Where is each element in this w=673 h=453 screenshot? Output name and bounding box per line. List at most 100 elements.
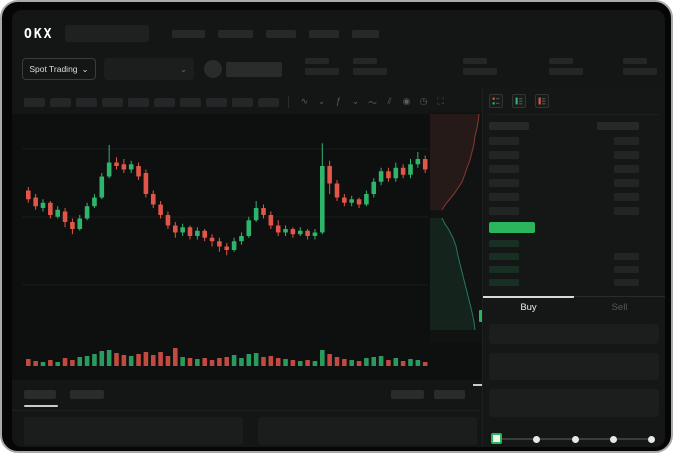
pair-name-placeholder: [226, 62, 282, 77]
chart-canvas[interactable]: [22, 114, 428, 380]
chevron-down-icon[interactable]: ⌄: [351, 95, 360, 106]
ask-amount: [614, 193, 639, 201]
ask-price: [489, 193, 519, 201]
ask-amount: [614, 179, 639, 187]
market-subheader: Spot Trading ⌄ ⌄: [12, 54, 657, 90]
pair-dropdown[interactable]: ⌄: [104, 58, 194, 80]
timeframe-button[interactable]: [180, 97, 201, 107]
bid-rows[interactable]: [489, 240, 639, 286]
okx-logo: OKX: [24, 27, 54, 42]
last-price-badge[interactable]: [489, 222, 535, 233]
ask-amount: [614, 137, 639, 145]
bid-price: [489, 253, 519, 260]
last-price-marker: [479, 310, 484, 322]
nav-item[interactable]: [266, 30, 296, 38]
chart-tool-icons: ∿ ⌄ ƒ ⌄ 〜 ⫽ ◉ ◷ ⛶: [296, 96, 449, 109]
history-icon[interactable]: ◷: [419, 95, 428, 106]
ask-row[interactable]: [489, 207, 639, 215]
timeframe-button[interactable]: [128, 97, 149, 107]
timeframe-button[interactable]: [206, 97, 227, 107]
timeframe-buttons: [12, 97, 279, 107]
book-asks-only-icon[interactable]: [535, 94, 549, 108]
timeframe-button[interactable]: [24, 97, 45, 107]
nav-item[interactable]: [352, 30, 379, 38]
buy-sell-tabs: Buy Sell: [483, 296, 665, 318]
ask-row[interactable]: [489, 137, 639, 145]
amount-input[interactable]: [489, 353, 659, 380]
orderbook-column-headers: [489, 122, 639, 130]
amount-column-header: [597, 122, 639, 130]
trendline-icon[interactable]: 〜: [367, 97, 377, 108]
app-window: OKX Spot Trading ⌄ ⌄ ∿ ⌄ ƒ ⌄ 〜 ⫽ ◉ ◷ ⛶: [12, 10, 665, 447]
compare-icon[interactable]: ⫽: [387, 95, 392, 106]
timeframe-button[interactable]: [50, 97, 71, 107]
ask-price: [489, 151, 519, 159]
price-tick: [473, 384, 484, 386]
nav-item[interactable]: [309, 30, 339, 38]
bid-row[interactable]: [489, 266, 639, 273]
candlestick-chart[interactable]: [12, 112, 484, 386]
orders-panel-placeholder: [258, 417, 477, 445]
depth-canvas: [430, 113, 480, 331]
top-nav-items: [172, 30, 379, 38]
bid-row[interactable]: [489, 240, 639, 247]
tab-sell[interactable]: Sell: [611, 302, 628, 313]
ask-row[interactable]: [489, 151, 639, 159]
camera-icon[interactable]: ◉: [402, 95, 411, 106]
timeframe-button[interactable]: [258, 97, 279, 107]
order-book-panel: Buy Sell: [482, 87, 665, 447]
orders-action[interactable]: [391, 390, 424, 399]
orderbook-view-switcher: [489, 94, 659, 115]
market-type-selector[interactable]: Spot Trading ⌄: [22, 58, 96, 80]
ask-rows[interactable]: [489, 137, 639, 215]
book-bids-only-icon[interactable]: [512, 94, 526, 108]
timeframe-button[interactable]: [154, 97, 175, 107]
ticker-stat: [305, 58, 339, 75]
slider-handle[interactable]: [491, 433, 502, 444]
total-input[interactable]: [489, 389, 659, 417]
nav-item[interactable]: [218, 30, 253, 38]
active-tab-indicator: [483, 296, 574, 298]
order-form: [489, 324, 659, 417]
indicator-wave-icon[interactable]: ∿: [300, 95, 309, 106]
slider-stop[interactable]: [571, 435, 579, 443]
fullscreen-icon[interactable]: ⛶: [437, 95, 444, 106]
bid-amount: [614, 266, 639, 273]
ask-row[interactable]: [489, 193, 639, 201]
slider-stop[interactable]: [533, 435, 541, 443]
tab-buy[interactable]: Buy: [520, 302, 537, 313]
bid-price: [489, 266, 519, 273]
book-combined-icon[interactable]: [489, 94, 503, 108]
chevron-down-icon[interactable]: ⌄: [317, 95, 326, 106]
timeframe-button[interactable]: [76, 97, 97, 107]
nav-item[interactable]: [172, 30, 205, 38]
ticker-stat: [623, 58, 657, 75]
active-tab-underline: [24, 405, 58, 407]
top-nav: OKX: [12, 10, 482, 50]
bid-price: [489, 279, 519, 286]
orders-tab-active[interactable]: [24, 390, 56, 399]
divider: [12, 410, 482, 411]
depth-chart[interactable]: [430, 112, 484, 386]
timeframe-button[interactable]: [102, 97, 123, 107]
bid-row[interactable]: [489, 253, 639, 260]
ticker-stat: [549, 58, 583, 75]
price-input[interactable]: [489, 324, 659, 344]
bid-amount: [614, 253, 639, 260]
orders-action[interactable]: [434, 390, 465, 399]
orders-tab[interactable]: [70, 390, 104, 399]
amount-slider[interactable]: [491, 433, 655, 445]
function-icon[interactable]: ƒ: [335, 95, 341, 106]
ask-row[interactable]: [489, 179, 639, 187]
ticker-stats: [305, 58, 665, 75]
timeframe-button[interactable]: [232, 97, 253, 107]
slider-stop[interactable]: [648, 435, 655, 443]
slider-stops: [491, 433, 655, 444]
bottom-section: [12, 380, 482, 447]
bid-row[interactable]: [489, 279, 639, 286]
ask-row[interactable]: [489, 165, 639, 173]
slider-stop[interactable]: [609, 435, 617, 443]
chart-toolbar: ∿ ⌄ ƒ ⌄ 〜 ⫽ ◉ ◷ ⛶: [12, 92, 482, 112]
search-input[interactable]: [65, 25, 149, 42]
